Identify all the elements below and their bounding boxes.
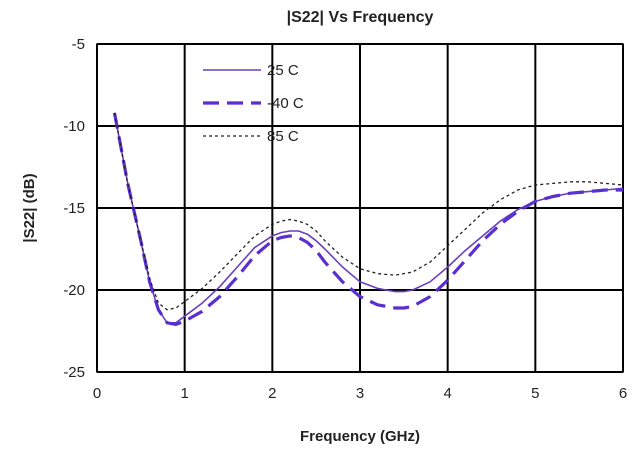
series-line-1 [112,112,623,326]
x-axis-label: Frequency (GHz) [300,428,420,445]
y-tick-label: -20 [63,282,85,299]
y-tick-label: -25 [63,364,85,381]
legend: 25 C -40 C 85 C [203,62,304,145]
legend-label-2: 85 C [267,128,299,145]
series-line-2 [113,112,624,311]
legend-label-1: -40 C [267,95,304,112]
series-lines [112,112,624,326]
y-axis-label: |S22| (dB) [21,173,38,242]
y-axis-ticks: -25 -20 -15 -10 -5 [63,36,85,381]
x-tick-label: 6 [619,385,627,402]
series-line-0 [113,112,624,324]
x-tick-label: 3 [356,385,364,402]
chart-title: |S22| Vs Frequency [287,9,434,26]
y-tick-label: -10 [63,118,85,135]
x-tick-label: 5 [531,385,539,402]
x-tick-label: 2 [268,385,276,402]
x-tick-label: 0 [93,385,101,402]
x-axis-ticks: 0 1 2 3 4 5 6 [93,385,627,402]
x-tick-label: 4 [443,385,451,402]
y-tick-label: -5 [72,36,85,53]
plot-area-frame [96,43,624,373]
x-tick-label: 1 [180,385,188,402]
legend-label-0: 25 C [267,62,299,79]
y-tick-label: -15 [63,200,85,217]
